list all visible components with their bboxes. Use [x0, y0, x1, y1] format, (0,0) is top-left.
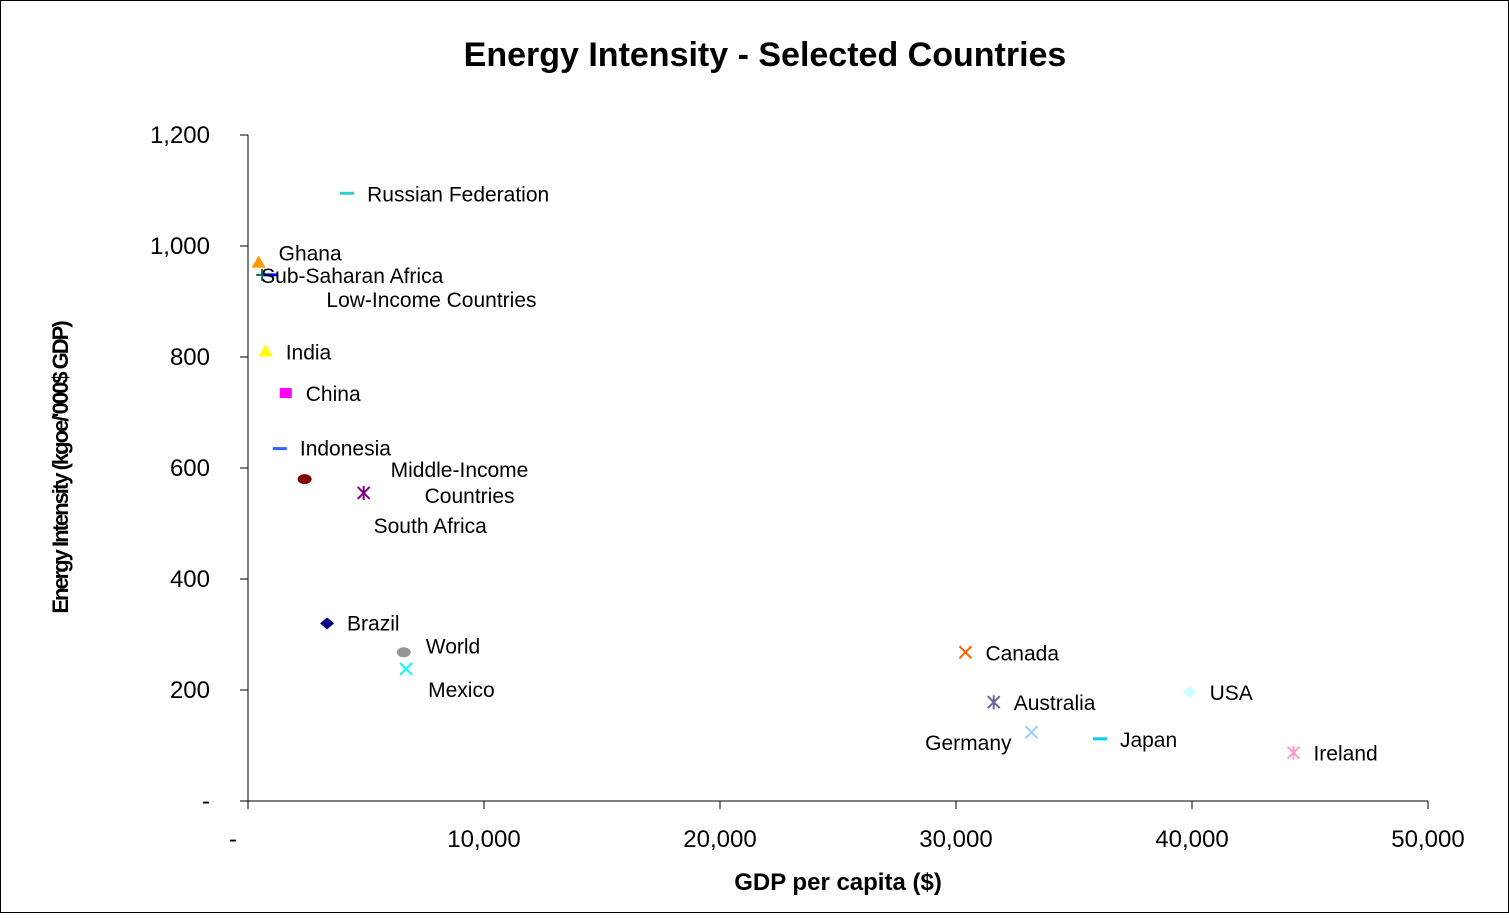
y-tick-label: 1,000: [150, 233, 210, 260]
y-tick-label: 1,200: [150, 122, 210, 149]
label-brazil: Brazil: [347, 612, 400, 635]
point-china: [279, 388, 292, 399]
y-tick-label: 600: [170, 455, 210, 482]
label-ireland: Ireland: [1313, 743, 1377, 766]
label-canada: Canada: [985, 642, 1059, 665]
label-india: India: [286, 341, 332, 364]
label-russian-federation: Russian Federation: [367, 183, 549, 206]
point-mexico: [399, 662, 413, 676]
point-ireland: [1286, 745, 1301, 760]
label-indonesia: Indonesia: [300, 438, 391, 461]
x-tick-label: 30,000: [919, 826, 992, 853]
axes: - 200 400 600 800 1,000 1,200 - 10,000 20,000 30,0…: [150, 122, 1465, 853]
point-brazil: [320, 617, 335, 630]
label-sub-saharan-africa: Sub-Saharan Africa: [261, 265, 443, 288]
y-tick-label: 800: [170, 344, 210, 371]
point-world: [396, 647, 411, 658]
x-tick-label: 40,000: [1155, 826, 1228, 853]
point-usa: [1182, 686, 1197, 699]
point-middle-income-countries: [297, 474, 312, 485]
y-tick-label: 200: [170, 677, 210, 704]
point-canada: [958, 645, 973, 659]
chart-title: Energy Intensity - Selected Countries: [464, 36, 1067, 74]
point-south-africa: [356, 485, 371, 500]
label-low-income-countries: Low-Income Countries: [326, 289, 536, 312]
label-south-africa: South Africa: [374, 515, 488, 538]
point-germany: [1024, 725, 1039, 739]
x-axis-title: GDP per capita ($): [734, 869, 942, 896]
label-china: China: [306, 383, 361, 406]
y-axis-title: Energy Intensity (kgoe/'000$ GDP): [48, 321, 73, 614]
data-points: [251, 191, 1301, 760]
label-middle-income-countries: Middle-Income Countries: [391, 459, 529, 508]
label-ghana: Ghana: [279, 243, 342, 266]
x-tick-label: 50,000: [1391, 826, 1464, 853]
y-tick-label: -: [202, 788, 210, 815]
x-tick-label: 10,000: [447, 826, 520, 853]
label-mexico: Mexico: [428, 679, 495, 702]
y-tick-label: 400: [170, 566, 210, 593]
label-japan: Japan: [1120, 729, 1177, 752]
label-germany: Germany: [925, 732, 1012, 755]
x-tick-label: -: [229, 826, 237, 853]
point-ghana: [251, 255, 266, 268]
label-usa: USA: [1210, 682, 1253, 705]
point-australia: [987, 695, 1001, 710]
point-india: [258, 344, 273, 357]
label-australia: Australia: [1014, 692, 1096, 715]
label-world: World: [426, 635, 480, 658]
x-tick-label: 20,000: [683, 826, 756, 853]
